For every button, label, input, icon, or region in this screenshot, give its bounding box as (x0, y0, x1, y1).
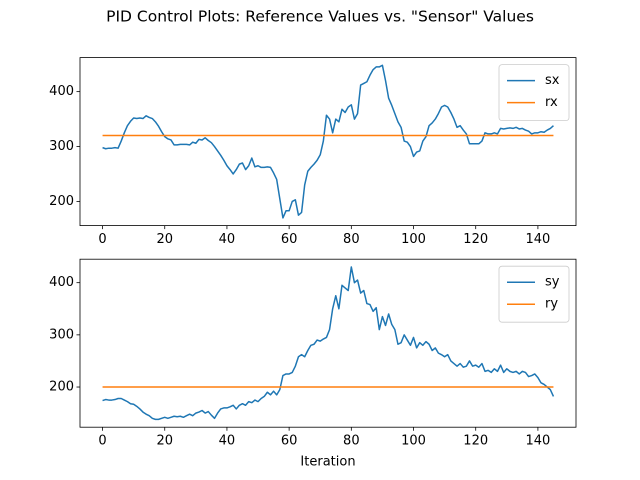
plot-area (102, 266, 555, 421)
axes: 0 20 40 60 80 100 120 140 200 300 400 Iteration sy ry (49, 258, 577, 470)
legend-label: sy (545, 275, 560, 290)
legend-label: rx (545, 95, 558, 110)
x-tick-label: 100 (401, 232, 426, 247)
x-tick-label: 140 (525, 232, 550, 247)
x-tick-label: 40 (219, 232, 236, 247)
x-tick-label: 0 (98, 434, 106, 449)
axes-frame (79, 57, 577, 226)
x-tick-label: 80 (343, 232, 360, 247)
x-tick-label: 20 (156, 434, 173, 449)
legend: sy ry (498, 265, 570, 323)
x-tick-label: 100 (401, 434, 426, 449)
axes-frame (79, 258, 577, 428)
series-line (102, 266, 555, 421)
y-tick-label: 400 (49, 84, 74, 99)
series-line (102, 64, 554, 219)
x-tick-label: 120 (463, 434, 488, 449)
x-tick-label: 80 (343, 434, 360, 449)
y-tick-label: 200 (49, 194, 74, 209)
figure-title: PID Control Plots: Reference Values vs. … (106, 8, 534, 26)
x-tick-label: 20 (156, 232, 173, 247)
legend-label: ry (545, 297, 558, 312)
legend-box (498, 64, 570, 121)
x-tick-label: 60 (281, 434, 298, 449)
x-tick-label: 140 (525, 434, 550, 449)
y-tick-label: 200 (49, 380, 74, 395)
x-axis-label: Iteration (300, 455, 355, 470)
x-tick-label: 120 (463, 232, 488, 247)
y-tick-label: 300 (49, 327, 74, 342)
legend-box (498, 265, 570, 323)
x-tick-label: 0 (98, 232, 106, 247)
plot-area (102, 64, 554, 219)
x-tick-label: 60 (281, 232, 298, 247)
x-tick-label: 40 (219, 434, 236, 449)
axes: 0 20 40 60 80 100 120 140 200 300 400 sx rx (49, 57, 577, 247)
y-tick-label: 300 (49, 139, 74, 154)
legend-label: sx (545, 73, 560, 88)
legend: sx rx (498, 64, 570, 121)
y-tick-label: 400 (49, 275, 74, 290)
